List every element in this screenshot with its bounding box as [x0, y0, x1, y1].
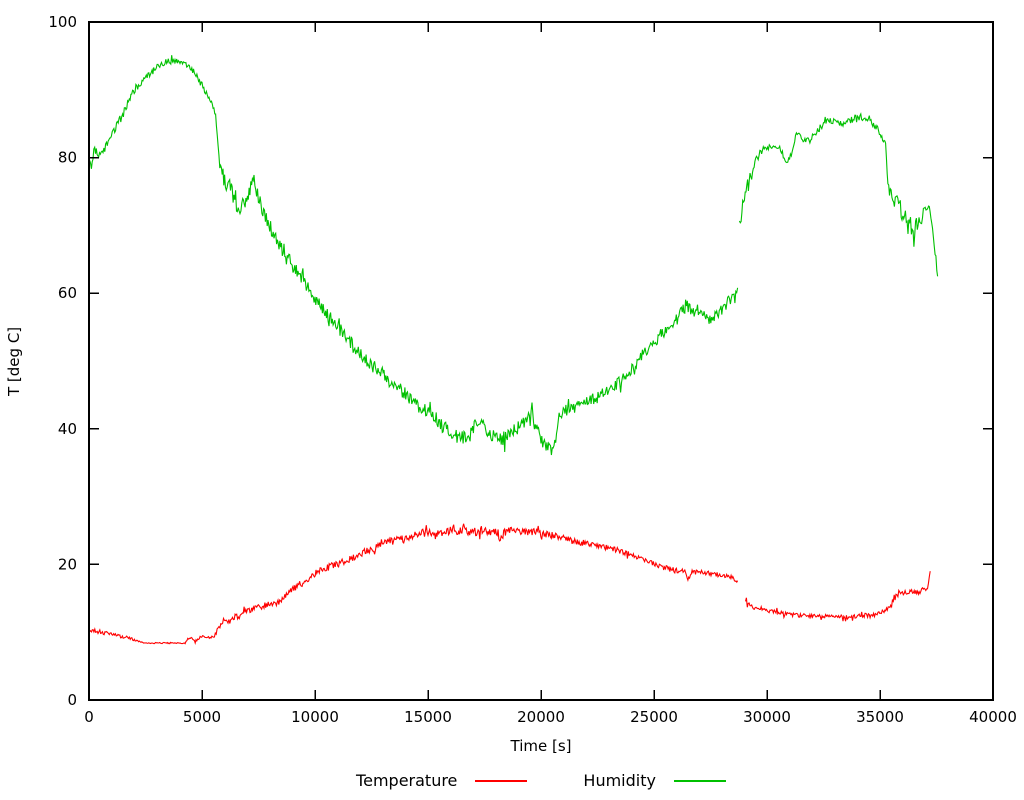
x-tick-label: 10000	[291, 708, 339, 726]
x-tick-label: 15000	[404, 708, 452, 726]
y-tick-label: 80	[58, 149, 77, 167]
plot-frame	[88, 21, 994, 701]
humidity-line-swatch	[673, 779, 726, 782]
legend-label-humidity: Humidity	[583, 771, 656, 790]
legend-item-temperature: Temperature	[356, 771, 528, 790]
y-tick-label: 60	[58, 284, 77, 302]
legend: Temperature Humidity	[89, 771, 993, 790]
humidity-series-path	[738, 112, 939, 277]
x-tick-label: 35000	[856, 708, 904, 726]
y-axis-label: T [deg C]	[5, 326, 23, 396]
y-tick-label: 0	[67, 691, 77, 709]
x-tick-label: 0	[84, 708, 94, 726]
x-tick-label: 20000	[517, 708, 565, 726]
temperature-series-path	[88, 523, 739, 646]
x-tick-label: 40000	[969, 708, 1017, 726]
temperature-series-path	[744, 571, 931, 622]
legend-label-temperature: Temperature	[356, 771, 458, 790]
x-tick-label: 25000	[630, 708, 678, 726]
x-axis-label: Time [s]	[510, 737, 572, 755]
humidity-series-path	[88, 55, 739, 456]
y-tick-label: 100	[48, 13, 77, 31]
legend-item-humidity: Humidity	[583, 771, 726, 790]
x-tick-label: 5000	[183, 708, 221, 726]
temperature-line-swatch	[475, 779, 528, 782]
y-tick-label: 40	[58, 420, 77, 438]
x-tick-label: 30000	[743, 708, 791, 726]
y-tick-label: 20	[58, 555, 77, 573]
